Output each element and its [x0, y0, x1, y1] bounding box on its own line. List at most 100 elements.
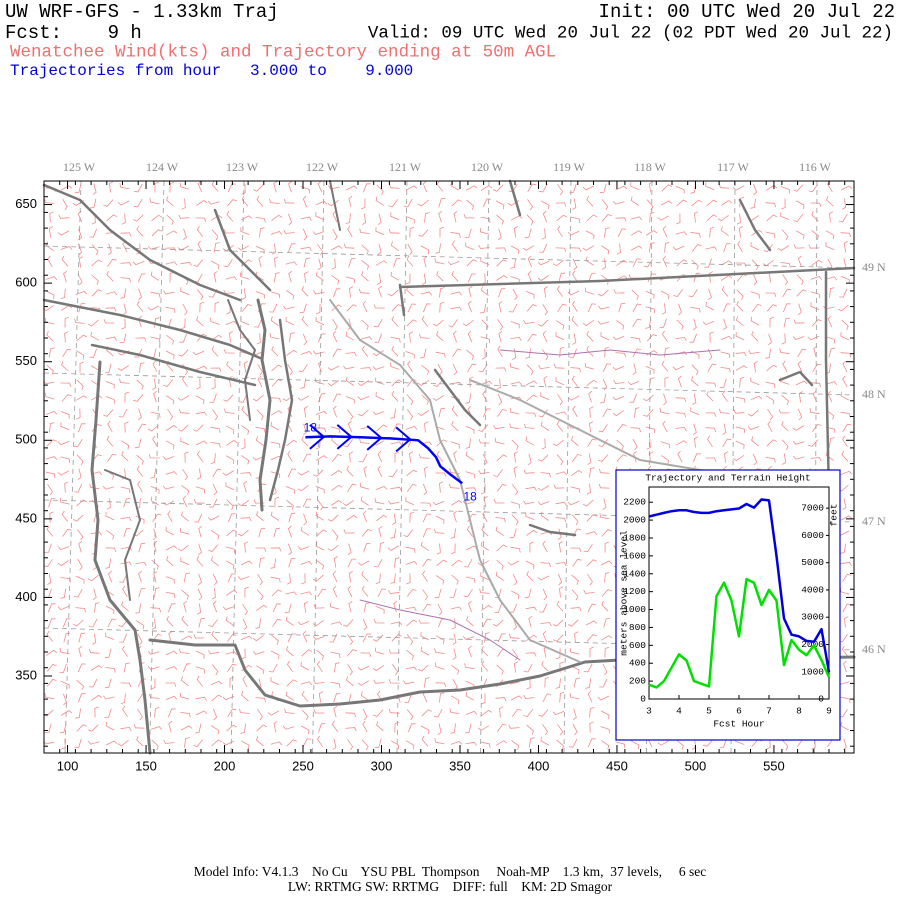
wind-barb	[168, 720, 173, 733]
wind-barb	[104, 708, 112, 718]
strait	[42, 298, 262, 360]
subtitle: Wenatchee Wind(kts) and Trajectory endin…	[10, 43, 556, 63]
wind-barb	[409, 511, 415, 523]
wind-barb	[119, 573, 128, 583]
y2-tick-label: 1000	[801, 666, 824, 677]
wind-barb	[465, 487, 477, 492]
wind-barb	[390, 271, 400, 281]
wind-barb	[465, 471, 475, 479]
wind-barb	[604, 572, 610, 583]
wind-barb	[270, 441, 281, 448]
wind-barb	[797, 360, 803, 373]
wind-barb	[118, 619, 129, 628]
wind-barb	[120, 486, 131, 493]
wind-barb	[152, 360, 158, 373]
wind-barb	[405, 606, 417, 612]
wind-barb	[298, 364, 308, 373]
wind-barb	[629, 393, 637, 403]
wind-barb	[240, 560, 253, 566]
wind-barb	[376, 184, 384, 196]
wind-barb	[301, 709, 309, 721]
wind-barb	[571, 453, 582, 462]
wind-barb	[599, 183, 607, 194]
wind-barb	[616, 439, 624, 450]
wind-barb	[390, 441, 403, 446]
wind-barb	[195, 650, 205, 659]
wind-barb	[330, 621, 343, 626]
wind-barb	[183, 600, 188, 613]
wind-barb	[283, 229, 295, 234]
wind-barb	[778, 409, 790, 414]
wind-barb	[465, 425, 475, 434]
wind-barb	[513, 466, 518, 478]
y2-axis-label: feet	[829, 504, 840, 527]
wind-barb	[735, 426, 746, 434]
wind-barb	[495, 517, 506, 523]
wind-barb	[254, 318, 263, 328]
wind-barb	[493, 499, 505, 504]
wind-barb	[572, 198, 577, 210]
wind-barb	[450, 740, 463, 745]
wind-barb	[375, 196, 385, 206]
wind-barb	[422, 603, 432, 612]
wind-barb	[451, 618, 456, 630]
wind-barb	[477, 560, 490, 566]
wind-barb	[184, 737, 190, 748]
wind-barb	[452, 648, 457, 660]
wind-barb	[379, 541, 385, 553]
wind-barb	[525, 486, 537, 491]
wind-barb	[735, 396, 746, 403]
wind-barb	[331, 484, 343, 492]
wind-barb	[569, 348, 577, 358]
wind-barb	[570, 665, 580, 675]
wind-barb	[585, 230, 595, 240]
wind-barb	[208, 544, 219, 552]
wind-barb	[555, 411, 567, 416]
wind-barb	[178, 214, 190, 219]
wind-barb	[198, 543, 202, 556]
wind-barb	[751, 303, 762, 312]
wind-barb	[753, 361, 758, 373]
wind-barb	[297, 546, 310, 550]
wind-barb	[271, 345, 279, 357]
wind-barb	[297, 470, 310, 476]
wind-barb	[406, 273, 411, 285]
wind-barb	[270, 316, 279, 327]
y-tick-label: 450	[15, 510, 37, 525]
wind-barb	[405, 351, 415, 359]
wind-barb	[239, 393, 248, 403]
wind-barb	[89, 228, 98, 238]
wind-barb	[615, 741, 626, 749]
wind-barb	[227, 633, 237, 642]
wind-barb	[102, 485, 115, 490]
wind-barb	[165, 682, 177, 687]
wind-barb	[406, 634, 414, 646]
wind-barb	[213, 271, 218, 283]
wind-barb	[627, 381, 640, 386]
y-tick-label: 400	[629, 658, 646, 669]
wind-barb	[508, 633, 520, 639]
wind-barb	[64, 316, 69, 328]
wind-barb	[212, 409, 218, 421]
wind-barb	[496, 559, 504, 570]
wind-barb	[420, 502, 432, 508]
wind-barb	[747, 409, 759, 417]
wind-barb	[436, 450, 444, 462]
wind-barb	[705, 182, 715, 191]
wind-barb	[707, 363, 717, 373]
wind-barb	[632, 318, 642, 328]
wind-barb	[241, 288, 247, 300]
wind-barb	[223, 348, 235, 354]
wind-barb	[72, 619, 84, 627]
wind-barb	[105, 396, 115, 404]
wind-barb	[512, 484, 519, 496]
init-time: Init: 00 UTC Wed 20 Jul 22	[599, 1, 895, 23]
wind-barb	[424, 466, 429, 478]
wind-barb	[510, 590, 520, 600]
wind-barb	[557, 225, 563, 238]
wind-barb	[211, 378, 216, 390]
wind-barb	[154, 587, 160, 598]
wind-barb	[119, 633, 128, 643]
wind-barb	[59, 663, 67, 673]
wind-barb	[88, 724, 99, 732]
